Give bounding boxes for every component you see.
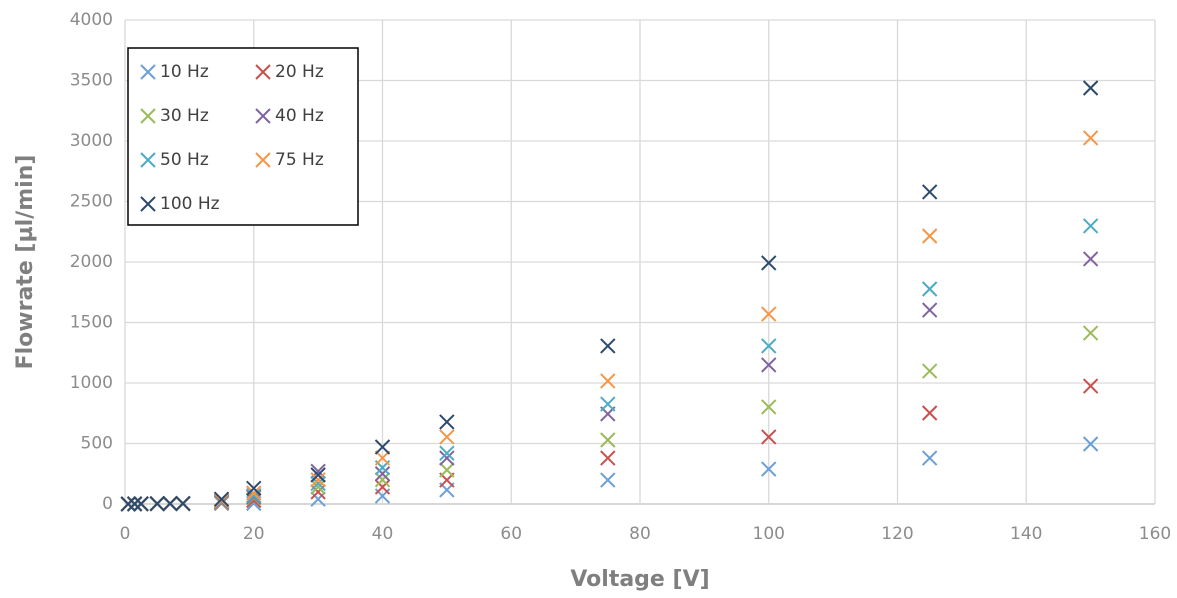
point [374,466,391,482]
point [246,485,262,501]
point [1082,130,1099,146]
point [246,492,262,509]
point [761,357,777,373]
point [149,495,165,512]
legend-label: 75 Hz [275,150,324,170]
point [1082,325,1099,341]
y-tick-label: 3000 [70,131,113,151]
point [310,467,326,483]
legend-marker [140,196,156,212]
y-tick-label: 2000 [70,252,113,272]
point [374,479,391,495]
point [921,450,938,466]
x-tick-label: 20 [243,524,265,544]
point [921,281,938,297]
y-tick-label: 4000 [70,10,113,30]
legend-marker [255,108,271,124]
legend-marker [140,64,156,80]
point [310,491,326,507]
legend: 10 Hz 20 Hz 30 Hz 40 Hz 50 Hz 75 Hz 100 Hz [127,47,359,226]
x-tick-label: 140 [1010,524,1042,544]
point [1082,218,1099,234]
x-tick-label: 80 [629,524,651,544]
y-tick-label: 1000 [70,373,113,393]
y-tick-label: 1500 [70,313,113,333]
point [439,429,455,445]
legend-label: 10 Hz [160,62,209,82]
point [310,479,326,495]
point [600,432,616,448]
point [1082,80,1099,96]
point [761,306,777,322]
y-tick-label: 500 [81,434,113,454]
point [439,414,455,430]
point [175,495,191,512]
point [921,405,938,421]
point [600,472,616,488]
legend-label: 50 Hz [160,150,209,170]
legend-marker [140,108,156,124]
point [374,450,391,466]
point [921,363,938,379]
x-tick-label: 60 [500,524,522,544]
y-axis-title: Flowrate [µl/min] [13,155,38,370]
point [120,496,136,512]
legend-label: 30 Hz [160,106,209,126]
point [921,184,938,200]
point [439,450,455,466]
x-axis-title: Voltage [V] [570,567,709,592]
point [213,491,230,507]
point [761,461,777,477]
point [1082,378,1099,394]
point [439,462,455,478]
x-tick-label: 0 [120,524,131,544]
y-tick-label: 0 [102,494,113,514]
point [761,338,777,354]
point [374,472,391,488]
x-tick-label: 160 [1139,524,1171,544]
point [439,445,455,461]
point [126,496,143,512]
legend-marker [140,152,156,168]
legend-label: 40 Hz [275,106,324,126]
legend-label: 20 Hz [275,62,324,82]
y-tick-label: 3500 [70,71,113,91]
point [600,338,616,354]
point [246,487,262,504]
point [162,495,178,512]
point [310,472,326,488]
x-tick-label: 40 [372,524,394,544]
point [921,302,938,318]
legend-label: 100 Hz [160,194,220,214]
marks [120,80,1099,512]
x-tick-label: 120 [881,524,913,544]
point [761,255,777,271]
point [921,228,938,244]
point [374,439,391,455]
point [600,396,616,412]
point [246,480,262,496]
point [1082,436,1099,452]
y-tick-label: 2500 [70,192,113,212]
point [133,496,149,512]
point [600,450,616,466]
legend-marker [255,64,271,80]
point [600,373,616,389]
point [761,399,777,415]
point [1082,251,1099,267]
legend-marker [255,152,271,168]
point [761,429,777,445]
x-tick-label: 100 [753,524,785,544]
legend-box [127,47,359,226]
